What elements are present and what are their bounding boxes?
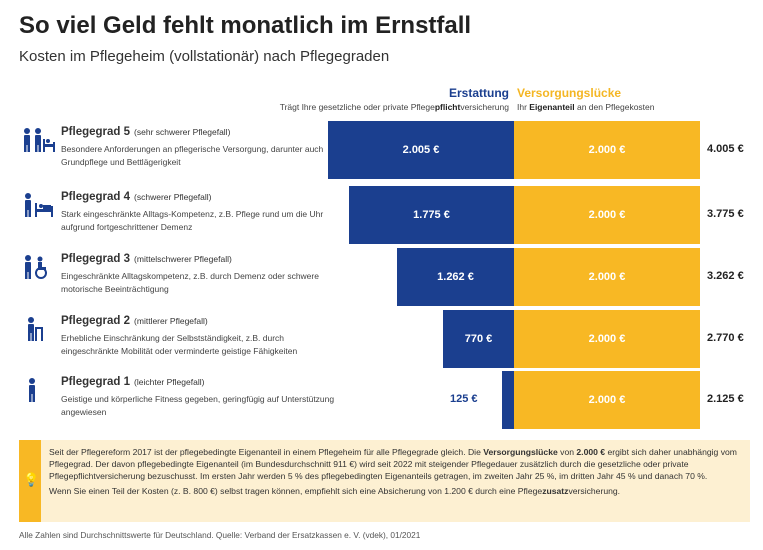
category-description: Stark eingeschränkte Alltags-Kompetenz, …	[61, 209, 324, 232]
category-description: Erhebliche Einschränkung der Selbstständ…	[61, 333, 298, 356]
bar-versorgungsluecke: 2.000 €	[514, 371, 700, 429]
walker-icon	[22, 317, 56, 341]
legend-versorgungsluecke-desc: Ihr Eigenanteil an den Pflegekosten	[517, 102, 655, 112]
category-label: Pflegegrad 4 (schwerer Pflegefall)	[61, 191, 212, 203]
bar-label-versorgungsluecke: 2.000 €	[588, 333, 626, 345]
bar-label-erstattung: 125 €	[450, 393, 478, 405]
total-label: 3.262 €	[707, 270, 744, 282]
info-text: Seit der Pflegereform 2017 ist der pfleg…	[49, 446, 739, 497]
bar-label-erstattung: 1.262 €	[437, 271, 474, 283]
category-label: Pflegegrad 2 (mittlerer Pflegefall)	[61, 315, 208, 327]
bar-erstattung: 2.005 €	[328, 121, 514, 179]
total-label: 2.770 €	[707, 332, 744, 344]
header-versorgungsluecke: Versorgungslücke Ihr Eigenanteil an den …	[517, 86, 655, 112]
bar-label-versorgungsluecke: 2.000 €	[588, 271, 626, 283]
bar-erstattung	[502, 371, 514, 429]
chart-subtitle: Kosten im Pflegeheim (vollstationär) nac…	[19, 48, 390, 65]
info-paragraph-2: Wenn Sie einen Teil der Kosten (z. B. 80…	[49, 486, 621, 496]
bar-label-versorgungsluecke: 2.000 €	[588, 394, 626, 406]
bar-label-versorgungsluecke: 2.000 €	[588, 209, 626, 221]
person-bed-icon	[22, 193, 56, 217]
bar-versorgungsluecke: 2.000 €	[514, 121, 700, 179]
total-label: 3.775 €	[707, 208, 744, 220]
bar-versorgungsluecke: 2.000 €	[514, 310, 700, 368]
chart-row: Pflegegrad 2 (mittlerer Pflegefall) Erhebl…	[0, 307, 763, 368]
category-description: Geistige und körperliche Fitness gegeben…	[61, 394, 335, 417]
info-strip: 💡	[19, 440, 41, 522]
lightbulb-icon: 💡	[23, 472, 40, 487]
category-label: Pflegegrad 5 (sehr schwerer Pflegefall)	[61, 126, 231, 138]
person-icon	[22, 378, 56, 402]
chart-row: Pflegegrad 5 (sehr schwerer Pflegefall) Be…	[0, 118, 763, 179]
chart-row: Pflegegrad 4 (schwerer Pflegefall) Stark e…	[0, 183, 763, 244]
footer-source: Alle Zahlen sind Durchschnittswerte für …	[19, 530, 421, 540]
bar-erstattung: 770 €	[443, 310, 514, 368]
bar-versorgungsluecke: 2.000 €	[514, 186, 700, 244]
total-label: 2.125 €	[707, 393, 744, 405]
bar-versorgungsluecke: 2.000 €	[514, 248, 700, 306]
bar-erstattung: 1.262 €	[397, 248, 514, 306]
category-description: Besondere Anforderungen an pflegerische …	[61, 144, 324, 167]
info-paragraph-1: Seit der Pflegereform 2017 ist der pfleg…	[49, 447, 737, 481]
care-bed-icon	[22, 128, 56, 152]
category-description: Eingeschränkte Alltagskompetenz, z.B. du…	[61, 271, 319, 294]
bar-label-erstattung: 1.775 €	[413, 209, 450, 221]
category-label: Pflegegrad 3 (mittelschwerer Pflegefall)	[61, 253, 232, 265]
total-label: 4.005 €	[707, 143, 744, 155]
legend-erstattung-desc: Trägt Ihre gesetzliche oder private Pfle…	[279, 102, 509, 112]
category-label: Pflegegrad 1 (leichter Pflegefall)	[61, 376, 205, 388]
bar-erstattung: 1.775 €	[349, 186, 514, 244]
info-box: 💡 Seit der Pflegereform 2017 ist der pfl…	[19, 440, 750, 522]
legend-erstattung: Erstattung	[449, 86, 509, 100]
chart-title: So viel Geld fehlt monatlich im Ernstfal…	[19, 12, 472, 39]
chart-row: Pflegegrad 1 (leichter Pflegefall) Geistig…	[0, 368, 763, 429]
legend-versorgungsluecke: Versorgungslücke	[517, 86, 622, 100]
chart-row: Pflegegrad 3 (mittelschwerer Pflegefall) E…	[0, 245, 763, 306]
bar-label-erstattung: 770 €	[464, 333, 493, 345]
wheelchair-icon	[22, 255, 56, 279]
header-erstattung: Erstattung Trägt Ihre gesetzliche oder p…	[280, 86, 509, 112]
bar-label-versorgungsluecke: 2.000 €	[588, 144, 626, 156]
bar-label-erstattung: 2.005 €	[402, 144, 440, 156]
